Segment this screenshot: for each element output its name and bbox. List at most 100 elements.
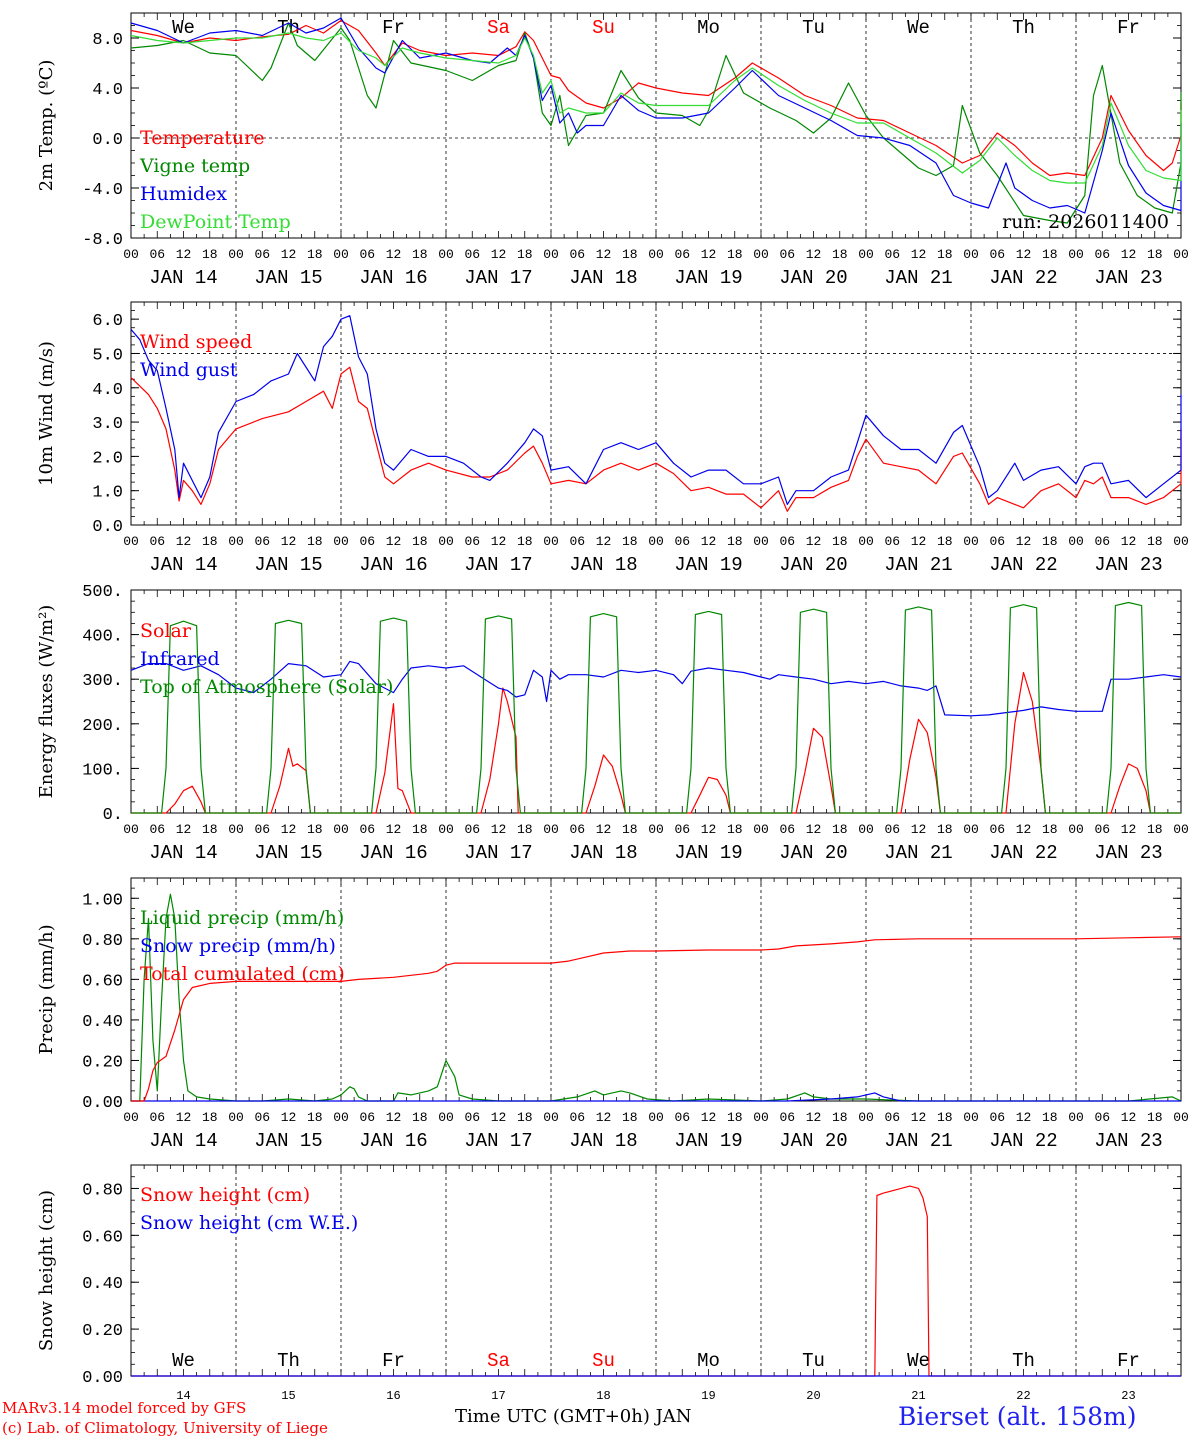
x-date-label: JAN 18: [569, 267, 637, 289]
panel-precip: 0.00 0.20 0.40 0.60 0.80 1.00 Precip (mm/h) 00 0…: [36, 877, 1189, 1152]
x-hour-label: 00: [438, 534, 454, 549]
x-hour-label: 18: [307, 247, 323, 262]
y-tick-label: 3.0: [92, 415, 123, 434]
x-hour-label: 06: [884, 534, 900, 549]
x-hour-label: 18: [937, 1110, 953, 1125]
x-hour-label: 00: [438, 1110, 454, 1125]
x-hour-label: 18: [517, 822, 533, 837]
x-hour-label: 12: [911, 1110, 927, 1125]
x-date-label: JAN 14: [149, 842, 217, 864]
x-hour-label: 18: [1042, 1110, 1058, 1125]
x-hour-label: 12: [596, 534, 612, 549]
run-annotation: run: 2026011400: [1002, 211, 1169, 233]
series-line-liquid-precip-mm-h-: [131, 893, 1182, 1102]
x-hour-label: 06: [884, 1110, 900, 1125]
x-date-label: JAN 20: [779, 1130, 847, 1152]
x-date-label: JAN 16: [359, 267, 427, 289]
x-hour-label: 18: [622, 534, 638, 549]
x-hour-label: 12: [911, 534, 927, 549]
x-hour-label: 18: [202, 534, 218, 549]
x-hour-label: 06: [1094, 247, 1110, 262]
legend-entry: DewPoint Temp: [140, 211, 291, 233]
legend-entry: Wind gust: [140, 359, 238, 381]
x-hour-label: 06: [1094, 534, 1110, 549]
x-hour-label: 06: [674, 1110, 690, 1125]
x-hour-label: 06: [464, 247, 480, 262]
x-date-label: JAN 17: [464, 1130, 532, 1152]
x-hour-label: 18: [202, 1110, 218, 1125]
legend-entry: Infrared: [140, 648, 220, 670]
x-hour-label: 18: [1147, 534, 1163, 549]
x-hour-label: 12: [1016, 1110, 1032, 1125]
x-hour-label: 00: [438, 247, 454, 262]
weekday-label: Tu: [802, 17, 825, 39]
x-day-number: 17: [491, 1389, 505, 1403]
x-hour-label: 12: [491, 822, 507, 837]
x-hour-label: 12: [176, 247, 192, 262]
series-line-infrared: [130, 660, 1182, 717]
x-hour-label: 00: [123, 247, 139, 262]
series-line-top-of-atmosphere-solar-: [131, 601, 1181, 814]
x-hour-label: 00: [753, 1110, 769, 1125]
y-axis-label: 10m Wind (m/s): [36, 341, 57, 486]
x-hour-label: 00: [1173, 247, 1189, 262]
x-hour-label: 06: [779, 247, 795, 262]
x-date-label: JAN 23: [1094, 842, 1162, 864]
y-tick-label: -4.0: [82, 181, 123, 200]
y-tick-label: 4.0: [92, 381, 123, 400]
x-date-label: JAN 16: [359, 842, 427, 864]
x-hour-label: 00: [963, 247, 979, 262]
y-axis-label: Snow height (cm): [36, 1190, 57, 1351]
x-day-number: 21: [911, 1389, 925, 1403]
legend-entry: Wind speed: [140, 331, 252, 353]
x-hour-label: 18: [622, 822, 638, 837]
plot-frame: [130, 589, 1182, 814]
x-hour-label: 00: [123, 822, 139, 837]
x-hour-label: 18: [937, 247, 953, 262]
x-date-label: JAN 22: [989, 1130, 1057, 1152]
x-axis-time-label: Time UTC (GMT+0h) JAN: [455, 1406, 692, 1427]
x-hour-label: 06: [989, 534, 1005, 549]
x-date-label: JAN 20: [779, 554, 847, 576]
x-hour-label: 06: [674, 822, 690, 837]
x-hour-label: 18: [307, 1110, 323, 1125]
x-hour-label: 06: [674, 534, 690, 549]
x-date-label: JAN 21: [884, 1130, 952, 1152]
x-hour-label: 00: [123, 534, 139, 549]
x-hour-label: 18: [1147, 822, 1163, 837]
legend-entry: Snow height (cm): [140, 1184, 310, 1206]
x-date-label: JAN 22: [989, 267, 1057, 289]
weekday-label: Th: [1012, 1350, 1035, 1372]
x-date-label: JAN 16: [359, 554, 427, 576]
x-date-label: JAN 22: [989, 554, 1057, 576]
series-line-wind-speed: [130, 366, 1182, 512]
x-hour-label: 18: [1147, 247, 1163, 262]
x-hour-label: 12: [1016, 822, 1032, 837]
x-day-number: 23: [1121, 1389, 1135, 1403]
weekday-label: We: [907, 1350, 930, 1372]
x-hour-label: 12: [176, 534, 192, 549]
x-date-label: JAN 21: [884, 267, 952, 289]
x-hour-label: 18: [1147, 1110, 1163, 1125]
series-line-dewpoint-temp: [130, 32, 1182, 184]
y-tick-label: 1.0: [92, 484, 123, 503]
x-hour-label: 12: [701, 822, 717, 837]
x-hour-label: 12: [911, 822, 927, 837]
weekday-label: Fr: [382, 1350, 405, 1372]
y-tick-label: 300.: [82, 672, 123, 691]
legend-entry: Solar: [140, 620, 192, 642]
x-date-label: JAN 19: [674, 267, 742, 289]
x-hour-label: 06: [359, 247, 375, 262]
x-hour-label: 18: [937, 822, 953, 837]
x-hour-label: 18: [412, 247, 428, 262]
x-hour-label: 00: [543, 1110, 559, 1125]
x-hour-label: 06: [779, 1110, 795, 1125]
x-hour-label: 18: [832, 1110, 848, 1125]
weekday-label: Fr: [1117, 17, 1140, 39]
y-tick-label: 0.80: [82, 1181, 123, 1200]
y-tick-label: 0.0: [92, 131, 123, 150]
x-date-label: JAN 21: [884, 842, 952, 864]
x-hour-label: 00: [753, 822, 769, 837]
x-hour-label: 00: [963, 822, 979, 837]
x-hour-label: 00: [753, 247, 769, 262]
